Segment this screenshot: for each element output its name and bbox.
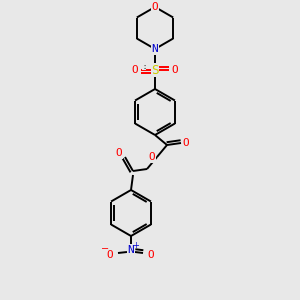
Text: O: O [152,2,158,12]
Text: N: N [152,44,158,54]
Text: −: − [101,244,109,254]
Text: O: O [106,250,113,260]
Text: O: O [148,250,154,260]
Text: O: O [116,148,122,158]
Text: O: O [148,152,155,162]
Text: O: O [132,65,138,75]
Text: N: N [128,245,134,255]
Text: O: O [172,65,178,75]
Text: :: : [142,64,146,70]
Text: +: + [133,241,140,250]
Text: O: O [183,138,189,148]
Text: S: S [151,64,159,76]
